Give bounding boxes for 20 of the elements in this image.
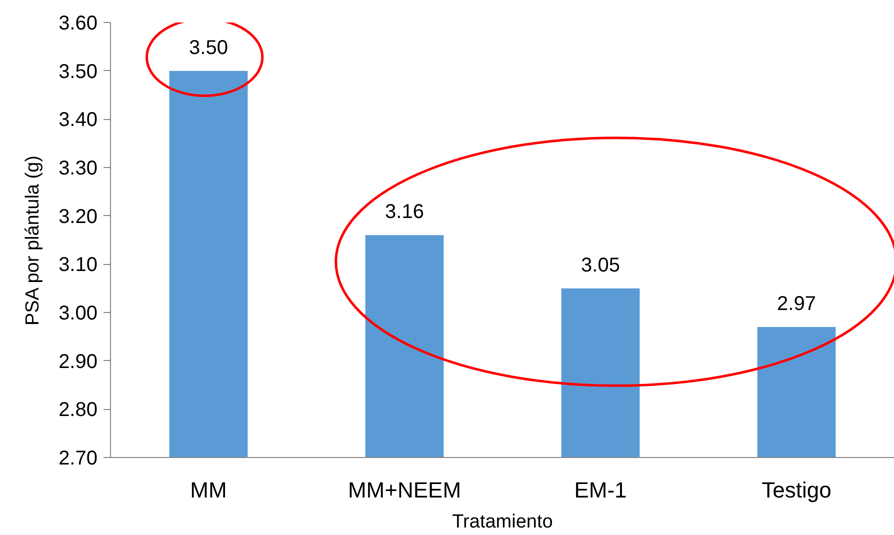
- y-tick-label: 3.60: [58, 12, 98, 34]
- y-axis-title: PSA por plántula (g): [22, 156, 44, 326]
- data-label: 3.16: [385, 201, 424, 224]
- x-axis-title: Tratamiento: [452, 512, 553, 532]
- x-tick-label: EM-1: [574, 478, 627, 502]
- data-label: 2.97: [777, 293, 816, 315]
- y-tick-label: 3.40: [58, 109, 98, 132]
- y-tick-label: 3.30: [58, 158, 98, 180]
- y-tick-label: 2.80: [58, 399, 98, 422]
- y-tick-label: 3.00: [58, 302, 98, 324]
- x-tick-label: Testigo: [762, 478, 832, 502]
- y-tick-label: 3.20: [58, 206, 98, 228]
- data-label: 3.05: [581, 254, 620, 276]
- y-tick-label: 3.50: [58, 60, 98, 83]
- y-tick-label: 2.90: [58, 350, 98, 373]
- y-tick-label: 3.10: [58, 254, 98, 276]
- x-tick-label: MM: [190, 478, 227, 502]
- x-tick-label: MM+NEEM: [348, 478, 462, 502]
- data-label: 3.50: [189, 36, 228, 59]
- y-tick-label: 2.70: [58, 448, 98, 470]
